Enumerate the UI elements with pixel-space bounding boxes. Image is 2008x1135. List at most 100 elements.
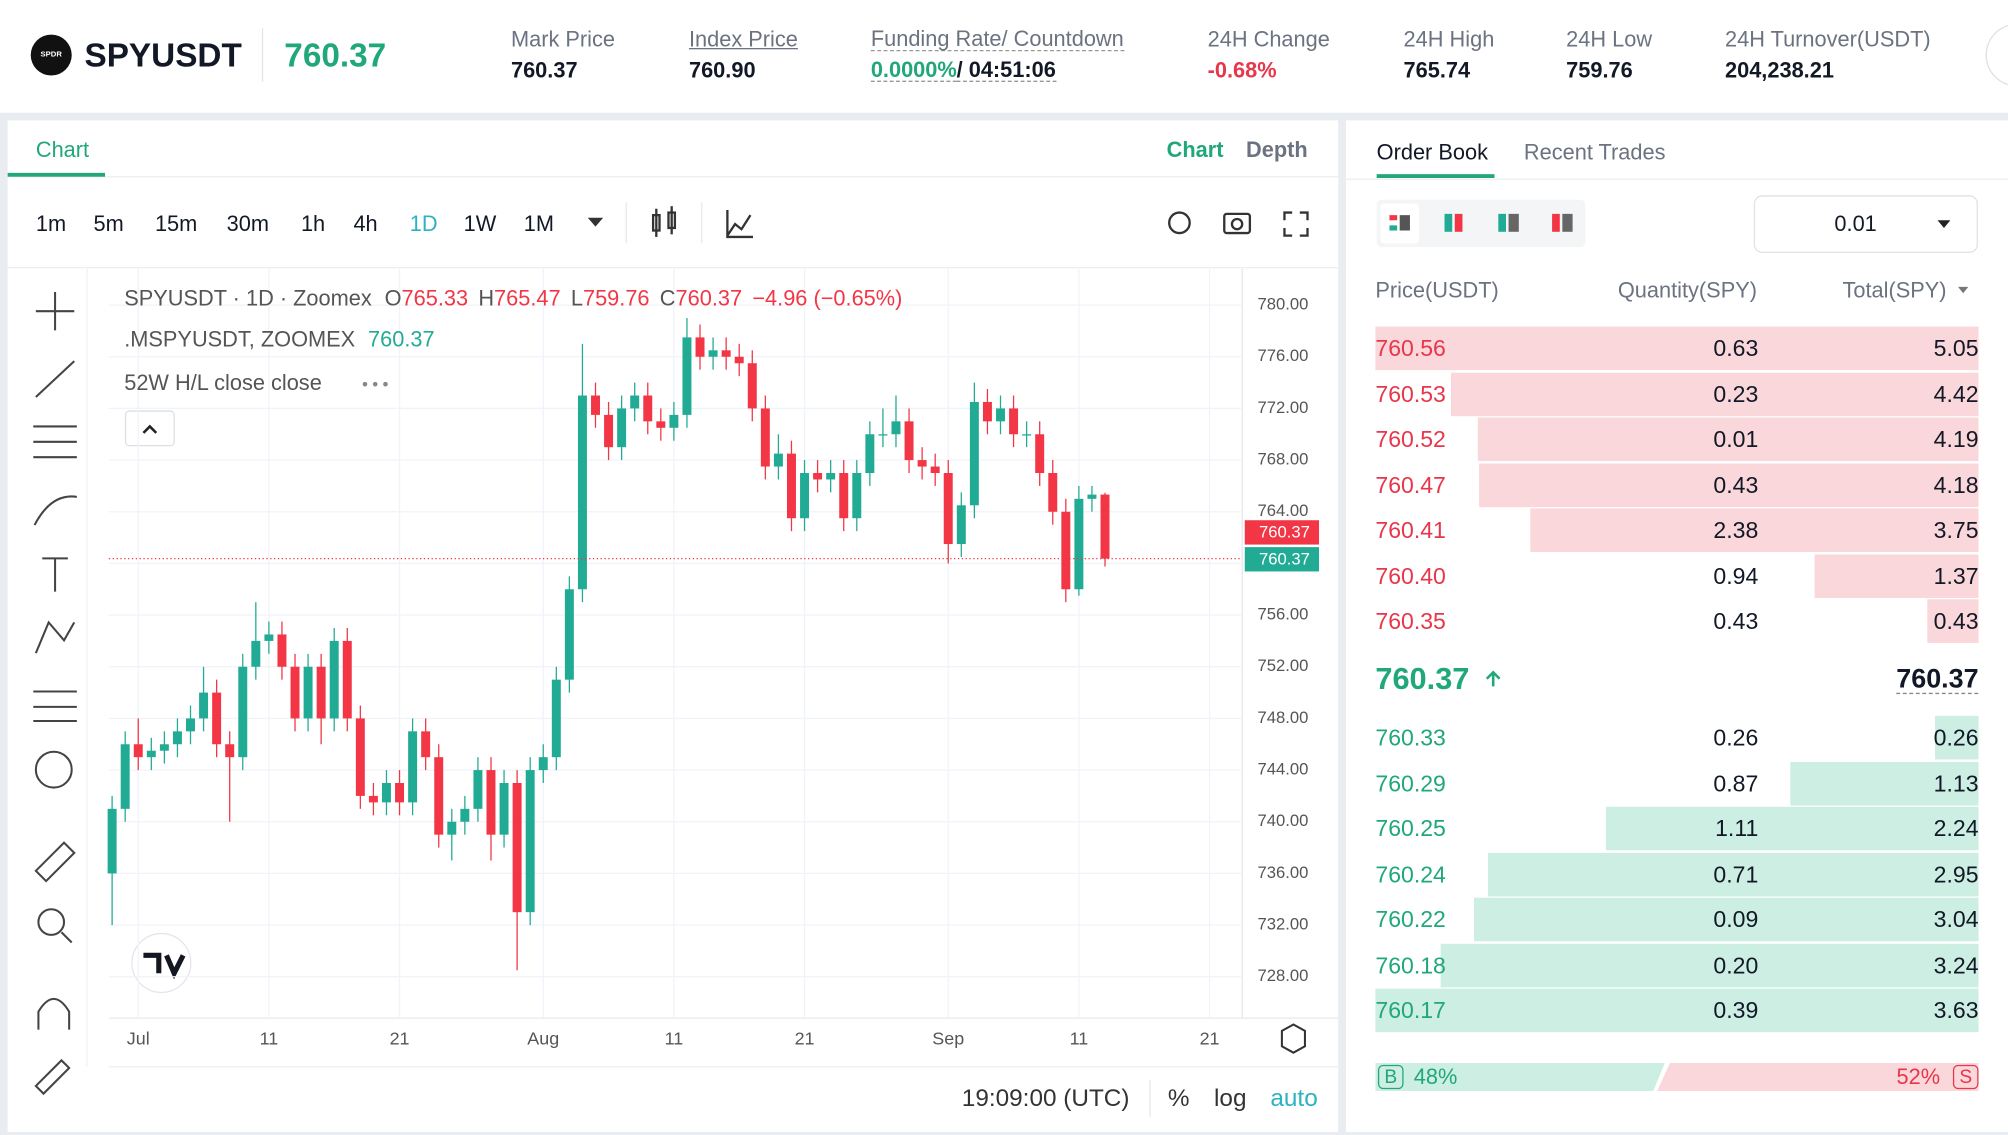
interval[interactable]: 5m (93, 211, 124, 237)
scale-option[interactable]: auto (1270, 1085, 1318, 1113)
ob-price[interactable]: 760.33 (1375, 724, 1446, 751)
candle (1074, 485, 1084, 596)
col-header: Total(SPY) (1842, 278, 1947, 303)
candle-body (956, 505, 966, 545)
view-depth[interactable]: Depth (1246, 137, 1308, 162)
candle-body (591, 395, 600, 415)
stat-label[interactable]: Index Price (688, 27, 798, 52)
chart-tab[interactable]: Chart (35, 137, 90, 162)
candle-body (290, 666, 300, 719)
drawing-toolbar[interactable] (33, 291, 77, 1096)
interval-dropdown[interactable] (587, 217, 604, 227)
candle (316, 653, 326, 745)
avatar[interactable] (1985, 24, 2008, 86)
scale-option[interactable]: log (1214, 1085, 1247, 1113)
ob-price[interactable]: 760.56 (1375, 335, 1446, 362)
candle (186, 705, 195, 745)
total-caret[interactable] (1958, 286, 1969, 294)
interval[interactable]: 1M (523, 211, 555, 237)
buy-pct: 48% (1413, 1064, 1458, 1090)
candle-body (917, 460, 927, 467)
stat-label[interactable]: Funding Rate/ Countdown (870, 26, 1124, 52)
ob-total: 4.19 (1933, 426, 1979, 453)
goto-date[interactable] (1280, 1023, 1306, 1054)
candle-body (264, 634, 274, 641)
ob-quantity: 0.01 (1713, 426, 1759, 453)
stat-label: Mark Price (510, 27, 615, 52)
interval[interactable]: 1m (35, 211, 67, 237)
ob-quantity: 0.09 (1713, 906, 1759, 933)
more-dot (362, 381, 368, 387)
ob-price[interactable]: 760.24 (1375, 861, 1446, 887)
ob-price[interactable]: 760.22 (1375, 906, 1446, 933)
depth-bar (1440, 943, 1979, 987)
ob-price[interactable]: 760.17 (1375, 997, 1446, 1024)
candle-body (551, 679, 561, 758)
interval[interactable]: 15m (154, 211, 198, 237)
stat-value: 765.74 (1403, 58, 1471, 83)
ob-tab[interactable]: Recent Trades (1523, 140, 1666, 165)
ob-mark: 760.37 (1896, 664, 1979, 695)
fullscreen-icon[interactable] (1283, 211, 1309, 237)
view-chart[interactable]: Chart (1166, 137, 1224, 162)
chart-type-icon[interactable] (651, 206, 677, 237)
candle (1087, 485, 1097, 512)
interval[interactable]: 1W (463, 211, 497, 237)
ob-price[interactable]: 760.53 (1375, 380, 1446, 407)
ob-price[interactable]: 760.52 (1375, 426, 1446, 453)
candle-body (1087, 494, 1097, 499)
x-tick-label: Aug (527, 1029, 559, 1049)
more-dot (372, 381, 378, 387)
ob-price[interactable]: 760.40 (1375, 562, 1446, 589)
ob-price[interactable]: 760.29 (1375, 770, 1446, 796)
ob-quantity: 1.11 (1715, 815, 1759, 842)
depth-bar (1375, 326, 1979, 371)
indicators-icon[interactable] (726, 210, 753, 239)
ob-price[interactable]: 760.47 (1375, 471, 1446, 498)
layout-switch[interactable] (1376, 199, 1586, 248)
interval[interactable]: 4h (353, 211, 378, 237)
candle (512, 770, 522, 971)
candle-body (617, 408, 627, 448)
legend-key: C (660, 285, 676, 310)
interval[interactable]: 1D (409, 211, 438, 237)
col-header: Quantity(SPY) (1617, 278, 1757, 303)
candle (591, 382, 600, 428)
ob-price[interactable]: 760.18 (1375, 952, 1446, 978)
scale-option[interactable]: % (1167, 1085, 1190, 1113)
candle-body (630, 395, 640, 409)
candle-body (577, 395, 587, 590)
ob-tab-active[interactable]: Order Book (1376, 140, 1488, 165)
candle-body (329, 640, 339, 719)
candle-body (460, 808, 470, 822)
candle (120, 731, 130, 822)
ob-price[interactable]: 760.35 (1375, 608, 1446, 634)
candle (460, 795, 470, 835)
interval[interactable]: 1h (300, 211, 326, 237)
stat-label: 24H Turnover(USDT) (1724, 27, 1931, 52)
candle (290, 653, 300, 732)
settings-icon[interactable] (1168, 211, 1191, 235)
collapse-button[interactable] (124, 410, 175, 447)
ob-total: 2.24 (1933, 815, 1979, 842)
candle (643, 382, 653, 435)
candle (212, 679, 222, 758)
ob-total: 3.04 (1933, 906, 1979, 933)
candle (408, 718, 418, 816)
candle-body (604, 414, 614, 448)
precision[interactable]: 0.01 (1834, 211, 1877, 237)
ob-price[interactable]: 760.41 (1375, 517, 1446, 543)
ob-total: 1.37 (1933, 562, 1979, 589)
ob-price[interactable]: 760.25 (1375, 815, 1446, 842)
candle (381, 770, 391, 816)
precision-select[interactable] (1753, 195, 1978, 253)
depth-bar (1450, 372, 1979, 416)
screenshot-icon[interactable] (1223, 212, 1252, 235)
interval[interactable]: 30m (226, 211, 270, 237)
candle (865, 421, 875, 486)
mark-price-label: 760.37 (1259, 549, 1310, 568)
candle-body (512, 783, 522, 913)
stat-value: 204,238.21 (1724, 58, 1834, 83)
candle (564, 576, 574, 693)
